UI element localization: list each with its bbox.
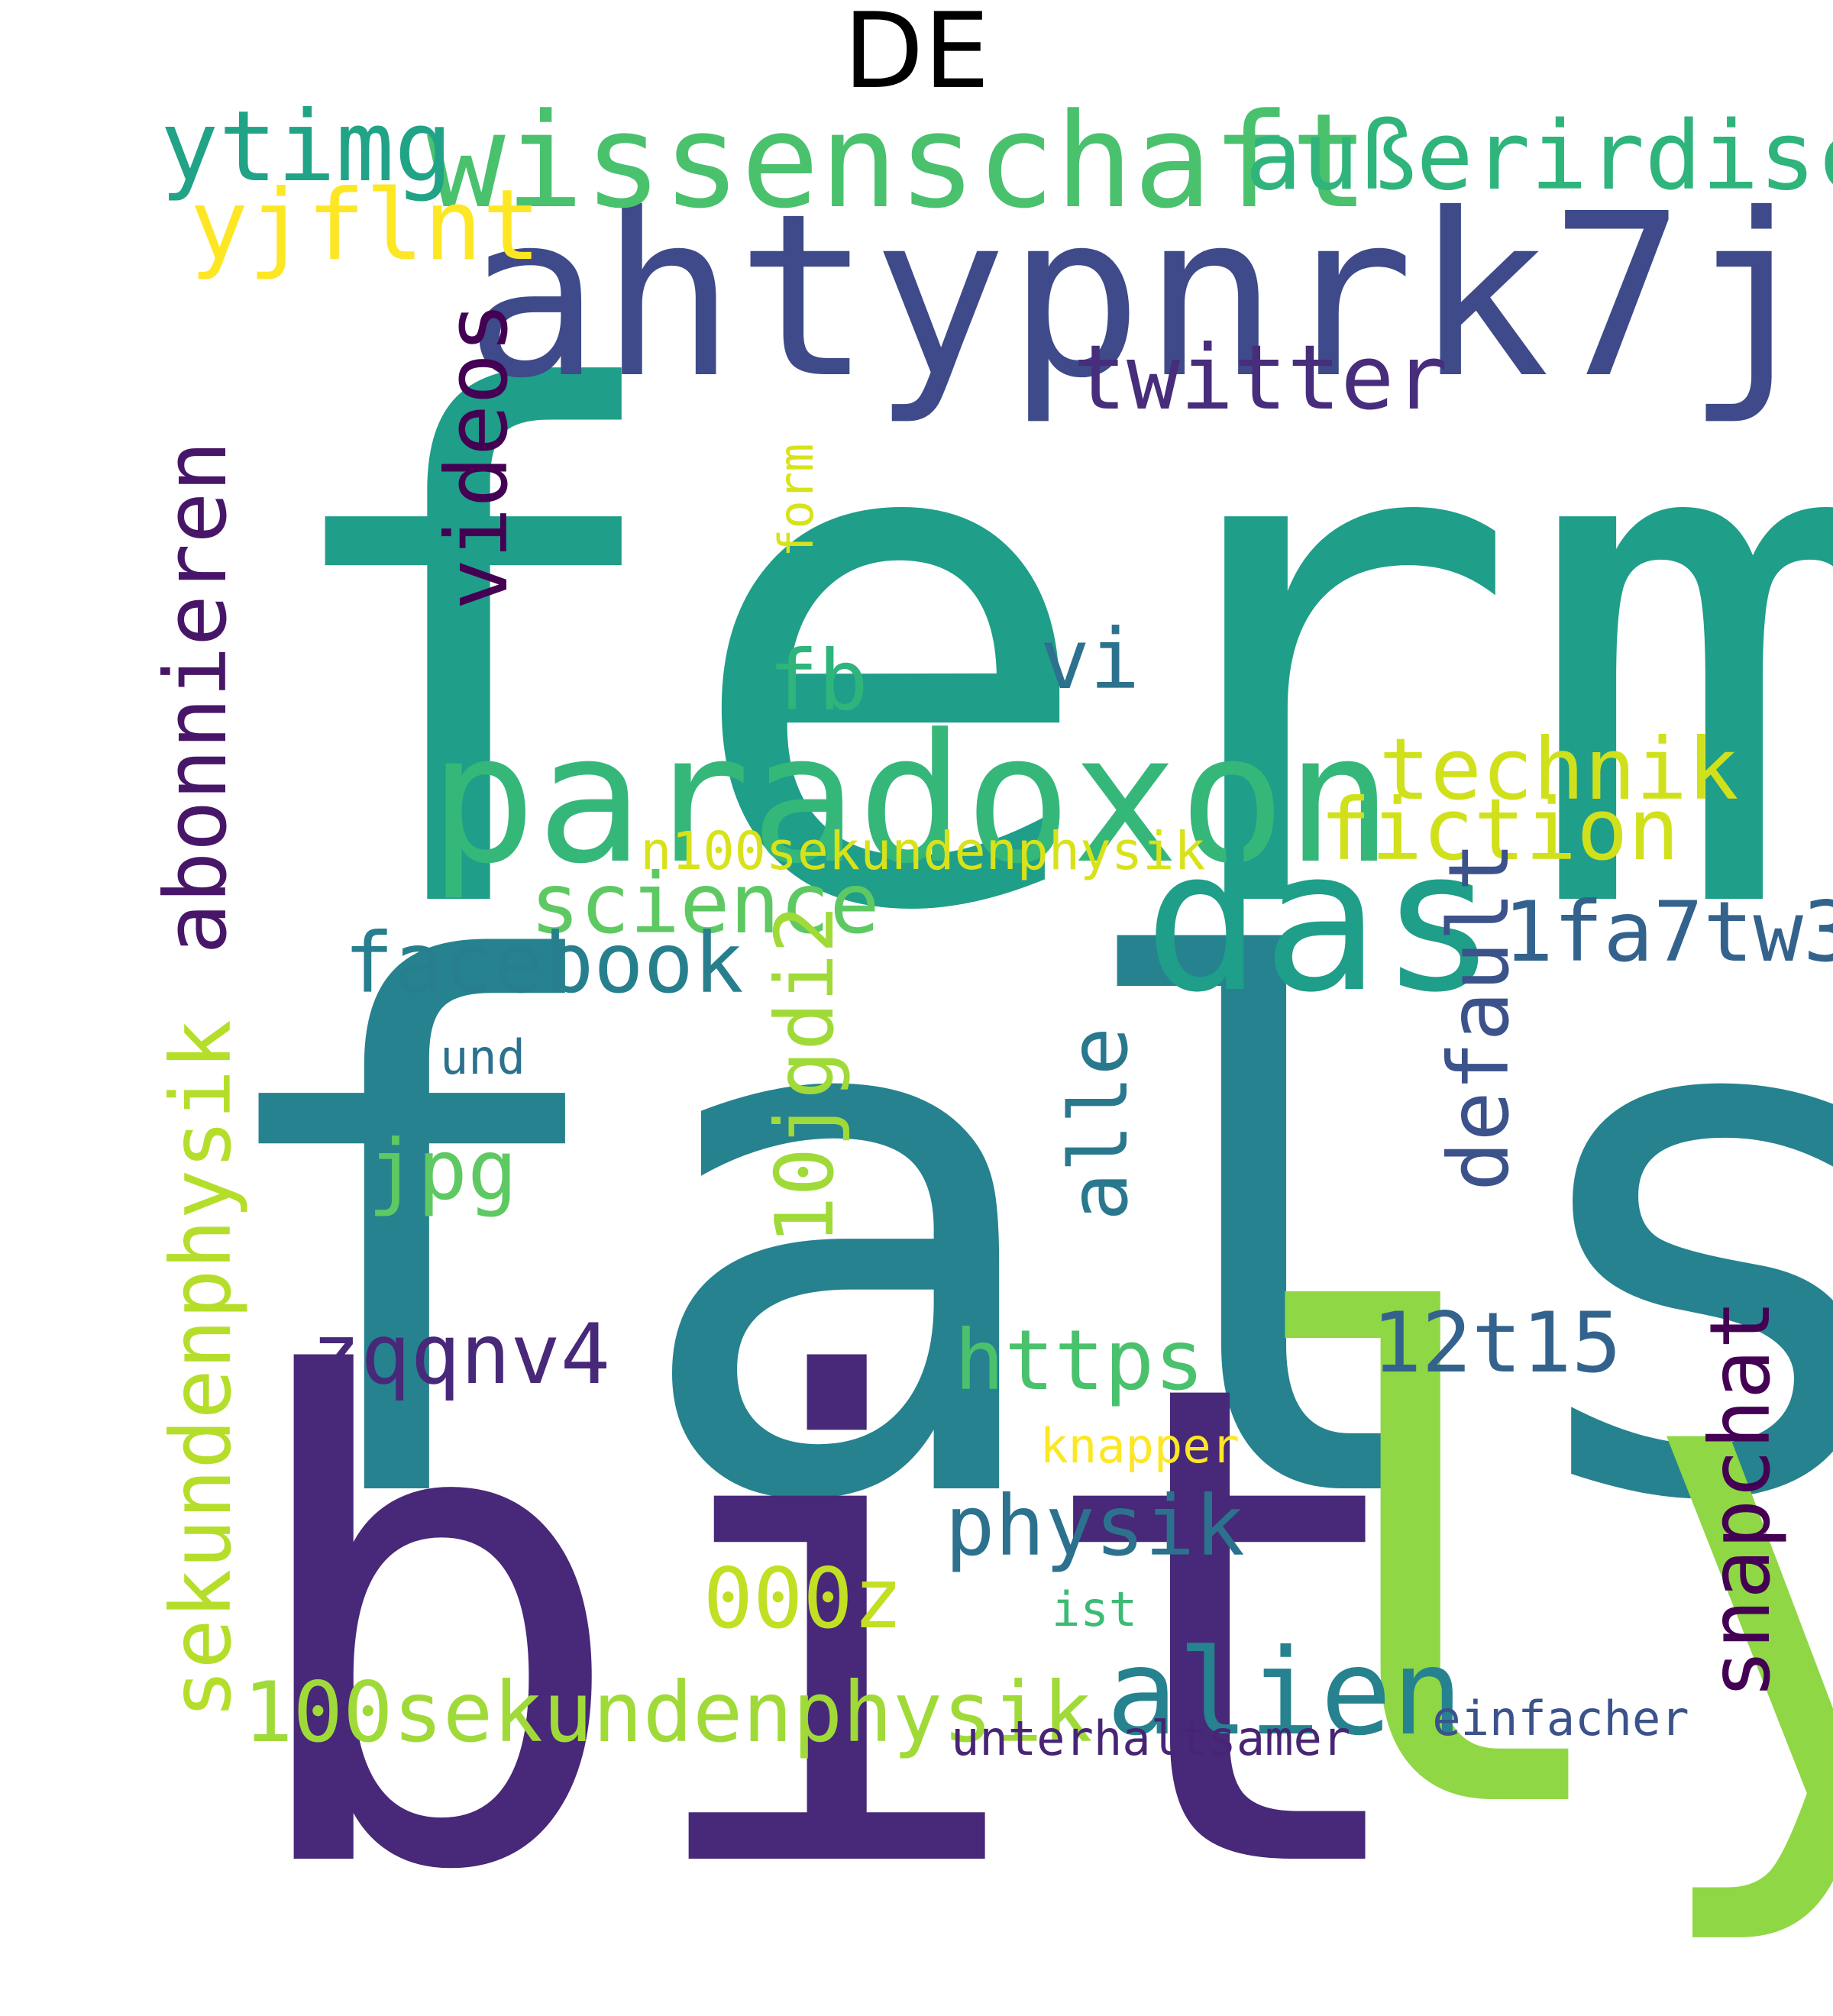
word-knapper: knapper bbox=[1039, 1417, 1240, 1474]
word-wissenschaft: wissenschaft bbox=[426, 86, 1369, 238]
word-das: das bbox=[1144, 807, 1498, 1035]
word-facebook: facebook bbox=[344, 914, 744, 1012]
word-fiction: fiction bbox=[1319, 780, 1679, 880]
word-default: default bbox=[1431, 842, 1528, 1192]
word-alien: alien bbox=[1106, 1623, 1463, 1762]
word-false: false bbox=[189, 817, 1833, 1659]
word-ytimg: ytimg bbox=[160, 91, 453, 205]
word-paradoxon: paradoxon bbox=[428, 696, 1393, 903]
word-cloud: DE fermi false bit ly ahtypnrk7je parado… bbox=[146, 0, 1833, 1962]
word-12t15: 12t15 bbox=[1372, 1294, 1622, 1391]
word-physik: physik bbox=[945, 1478, 1245, 1575]
chart-title: DE bbox=[843, 0, 990, 112]
word-https: https bbox=[954, 1311, 1204, 1409]
word-vi: vi bbox=[1039, 611, 1140, 709]
word-yjflnt: yjflnt bbox=[189, 169, 541, 283]
word-ist: ist bbox=[1051, 1581, 1138, 1638]
word-und: und bbox=[439, 1029, 526, 1085]
word-fermi: fermi bbox=[258, 250, 1833, 1065]
word-10jgdi2: 10jgdi2 bbox=[758, 905, 852, 1245]
word-000z: 000z bbox=[703, 1549, 904, 1647]
word-einfacher: einfacher bbox=[1432, 1690, 1689, 1746]
word-abonnieren: abonnieren bbox=[146, 440, 246, 955]
word-ausserirdische: außerirdische bbox=[1245, 101, 1833, 212]
word-form: form bbox=[768, 443, 825, 557]
word-fb: fb bbox=[768, 632, 868, 730]
word-alle: alle bbox=[1052, 1026, 1146, 1221]
word-technik: technik bbox=[1379, 720, 1739, 820]
word-snapchat: snapchat bbox=[1691, 1299, 1789, 1699]
word-unterhaltsamer: unterhaltsamer bbox=[951, 1711, 1351, 1767]
word-jpg: jpg bbox=[367, 1122, 518, 1220]
word-twitter: twitter bbox=[1072, 326, 1448, 430]
word-100sekundenphysik: 100sekundenphysik bbox=[243, 1663, 1093, 1761]
word-ahtypnrk7je: ahtypnrk7je bbox=[464, 164, 1833, 428]
word-zqqnv4: zqqnv4 bbox=[310, 1306, 611, 1404]
word-ly: ly bbox=[1233, 1184, 1833, 1957]
word-science: science bbox=[529, 855, 880, 953]
word-1fa7tw3: 1fa7tw3 bbox=[1503, 884, 1833, 981]
word-videos: videos bbox=[427, 302, 527, 611]
word-n100sekundenphysik: n100sekundenphysik bbox=[640, 822, 1206, 883]
word-sekundenphysik: sekundenphysik bbox=[152, 1019, 250, 1719]
